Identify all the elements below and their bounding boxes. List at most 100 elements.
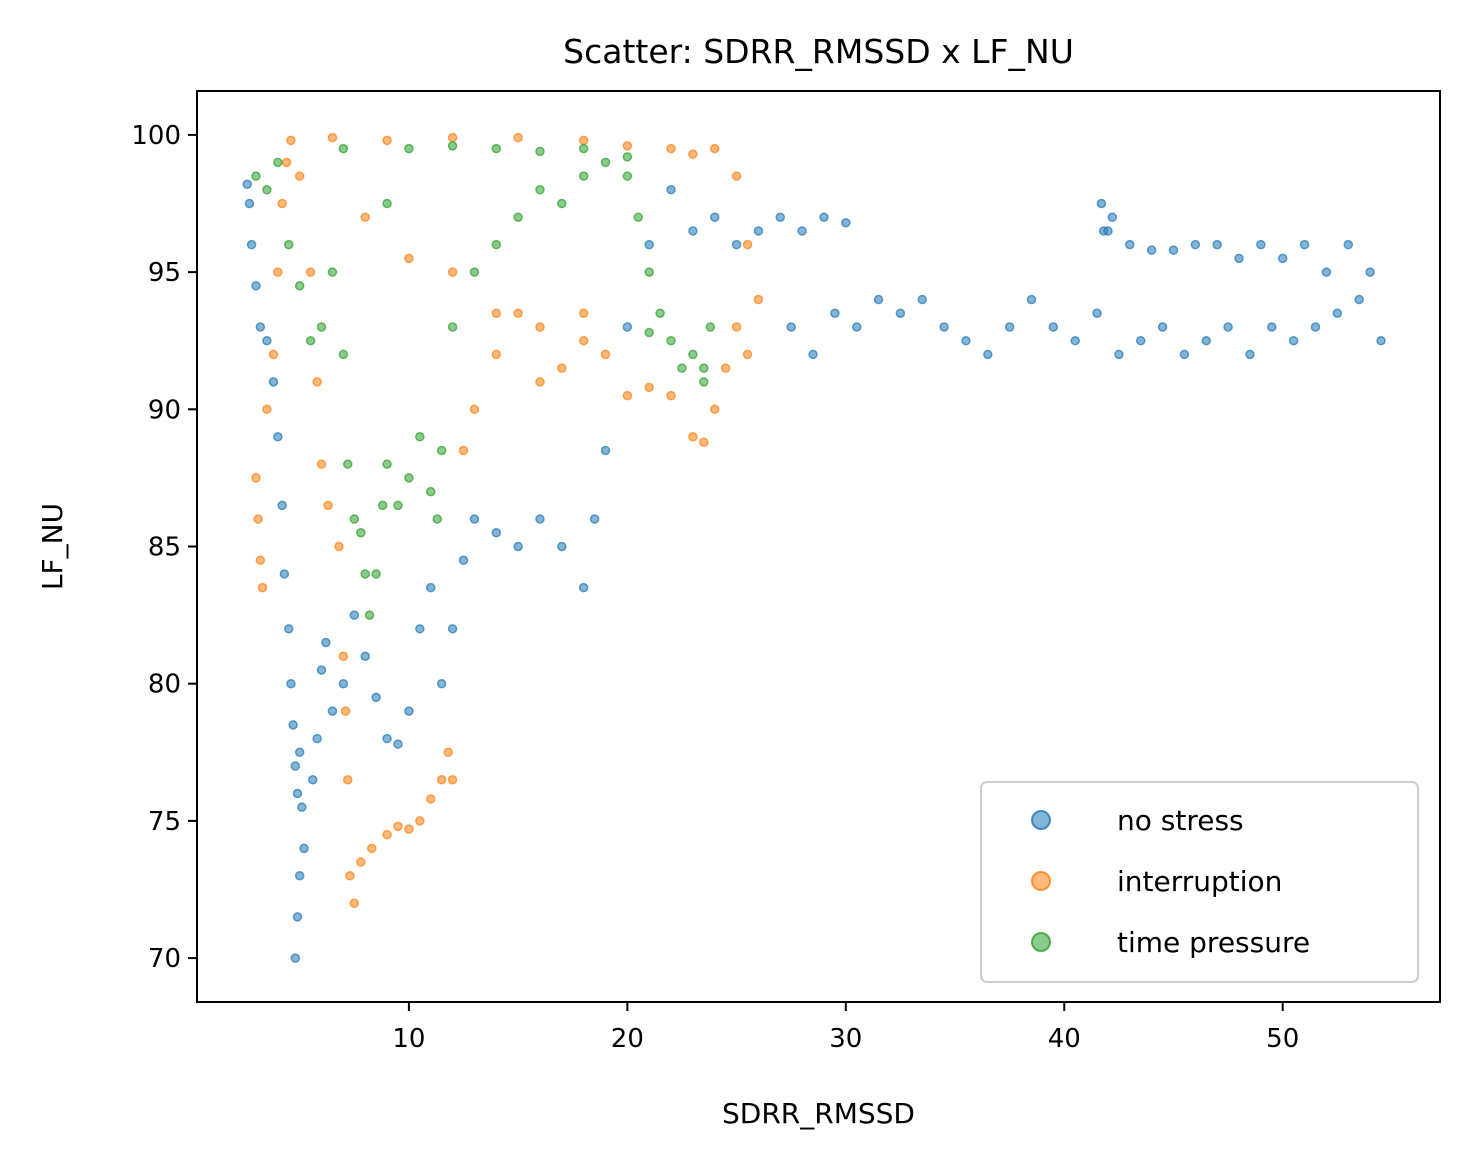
data-point bbox=[819, 212, 829, 222]
data-point bbox=[699, 437, 709, 447]
data-point bbox=[367, 843, 377, 854]
x-tick-label: 50 bbox=[1266, 1024, 1299, 1054]
y-axis-ticks: 70 75 80 85 90 95 100 bbox=[131, 121, 197, 974]
data-point bbox=[600, 157, 611, 168]
data-point bbox=[321, 637, 331, 648]
data-point bbox=[292, 912, 303, 922]
data-point bbox=[253, 514, 263, 524]
data-point bbox=[425, 794, 436, 804]
data-point bbox=[709, 212, 720, 222]
data-point bbox=[316, 665, 327, 675]
data-point bbox=[578, 135, 589, 146]
data-point bbox=[705, 322, 716, 332]
data-point bbox=[299, 843, 309, 854]
data-point bbox=[622, 141, 633, 151]
data-point bbox=[338, 651, 349, 662]
data-point bbox=[393, 739, 403, 749]
data-point bbox=[340, 706, 351, 716]
data-point bbox=[290, 761, 301, 771]
legend-marker bbox=[1031, 932, 1051, 952]
data-point bbox=[1098, 226, 1109, 236]
data-point bbox=[404, 824, 414, 834]
data-point bbox=[644, 327, 654, 338]
data-point bbox=[316, 322, 327, 332]
data-point bbox=[308, 774, 318, 785]
x-tick-label: 40 bbox=[1048, 1024, 1081, 1054]
data-point bbox=[666, 185, 676, 195]
data-point bbox=[290, 953, 301, 963]
data-point bbox=[382, 459, 392, 469]
data-point bbox=[342, 774, 353, 785]
data-point bbox=[246, 239, 257, 250]
data-point bbox=[286, 678, 296, 689]
data-point bbox=[294, 871, 305, 881]
data-point bbox=[273, 431, 283, 442]
data-point bbox=[447, 322, 458, 332]
data-point bbox=[312, 377, 322, 387]
data-point bbox=[1234, 253, 1244, 264]
data-point bbox=[284, 239, 294, 250]
data-point bbox=[644, 267, 654, 277]
data-point bbox=[415, 624, 425, 634]
data-point bbox=[305, 335, 316, 346]
data-point bbox=[338, 349, 349, 360]
data-point bbox=[356, 857, 366, 867]
x-axis-ticks: 10 20 30 40 50 bbox=[392, 1002, 1299, 1054]
data-point bbox=[513, 308, 523, 319]
data-point bbox=[443, 747, 453, 758]
x-tick-label: 20 bbox=[611, 1024, 644, 1054]
data-point bbox=[513, 132, 523, 143]
data-point bbox=[557, 363, 567, 373]
data-point bbox=[961, 335, 971, 346]
data-point bbox=[244, 198, 255, 209]
data-point bbox=[775, 212, 786, 222]
data-point bbox=[447, 267, 458, 277]
legend-label: no stress bbox=[1117, 804, 1244, 837]
data-point bbox=[1107, 212, 1118, 222]
data-point bbox=[316, 459, 327, 469]
data-point bbox=[666, 335, 676, 346]
legend-marker bbox=[1031, 871, 1051, 891]
data-point bbox=[1048, 322, 1059, 332]
data-point bbox=[895, 308, 906, 319]
data-point bbox=[633, 212, 644, 222]
data-point bbox=[491, 349, 502, 360]
data-point bbox=[371, 569, 381, 579]
data-point bbox=[262, 404, 272, 415]
chart-title: Scatter: SDRR_RMSSD x LF_NU bbox=[563, 32, 1074, 71]
data-point bbox=[699, 363, 709, 373]
data-point bbox=[1310, 322, 1321, 332]
data-point bbox=[491, 528, 502, 538]
data-point bbox=[1343, 239, 1353, 250]
data-point bbox=[535, 185, 545, 195]
data-point bbox=[284, 624, 294, 634]
data-point bbox=[557, 198, 567, 209]
data-point bbox=[294, 747, 305, 758]
data-point bbox=[382, 733, 392, 744]
data-point bbox=[255, 322, 266, 332]
data-point bbox=[1256, 239, 1266, 250]
data-point bbox=[1332, 308, 1343, 319]
data-point bbox=[709, 143, 720, 154]
data-point bbox=[1354, 294, 1364, 305]
data-point bbox=[578, 143, 589, 154]
data-point bbox=[469, 404, 480, 415]
data-point bbox=[393, 821, 403, 832]
data-point bbox=[447, 774, 458, 785]
data-point bbox=[731, 322, 742, 332]
data-point bbox=[535, 146, 545, 157]
x-axis-label: SDRR_RMSSD bbox=[722, 1097, 915, 1130]
data-point bbox=[786, 322, 796, 332]
data-point bbox=[742, 349, 753, 360]
data-point bbox=[830, 308, 840, 319]
data-point bbox=[338, 143, 349, 154]
data-point bbox=[709, 404, 720, 415]
points-layer bbox=[242, 132, 1386, 963]
series-interruption bbox=[251, 132, 764, 908]
data-point bbox=[720, 363, 731, 373]
data-point bbox=[666, 390, 676, 401]
data-point bbox=[382, 135, 392, 146]
data-point bbox=[655, 308, 665, 319]
data-point bbox=[1135, 335, 1146, 346]
data-point bbox=[432, 514, 443, 524]
